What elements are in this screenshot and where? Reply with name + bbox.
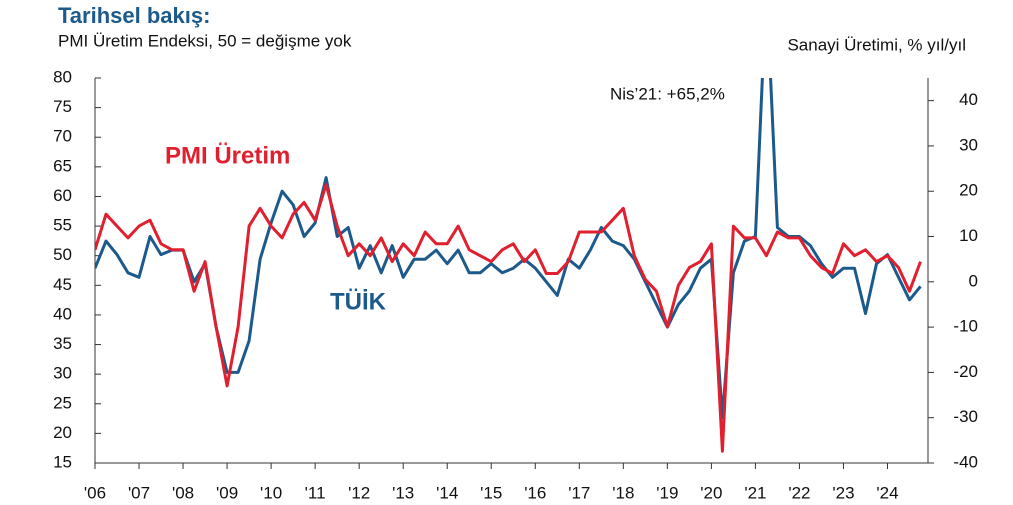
x-tick-label: '16 — [524, 483, 546, 502]
series-line — [95, 78, 922, 420]
x-tick-label: '14 — [436, 483, 458, 502]
y-tick-label: 15 — [53, 452, 72, 471]
chart-subtitle: PMI Üretim Endeksi, 50 = değişme yok — [58, 31, 352, 50]
x-tick-label: '24 — [876, 483, 898, 502]
series-line — [95, 183, 922, 453]
y-tick-label: 65 — [53, 156, 72, 175]
x-tick-label: '12 — [348, 483, 370, 502]
y2-tick-label: 10 — [959, 226, 978, 245]
x-tick-label: '11 — [305, 483, 326, 502]
y2-tick-label: 20 — [959, 181, 978, 200]
y-tick-label: 60 — [53, 186, 72, 205]
y2-tick-label: 0 — [969, 271, 978, 290]
x-tick-label: '18 — [612, 483, 634, 502]
x-tick-label: '06 — [84, 483, 106, 502]
x-tick-label: '20 — [700, 483, 722, 502]
y-tick-label: 40 — [53, 304, 72, 323]
x-tick-label: '23 — [832, 483, 854, 502]
x-tick-label: '17 — [568, 483, 590, 502]
y-tick-label: 75 — [53, 97, 72, 116]
y-tick-label: 55 — [53, 216, 72, 235]
chart-title: Tarihsel bakış: — [58, 3, 210, 28]
x-tick-label: '13 — [392, 483, 414, 502]
y-tick-label: 30 — [53, 364, 72, 383]
x-tick-label: '21 — [744, 483, 766, 502]
y2-tick-label: 30 — [959, 135, 978, 154]
y-tick-label: 45 — [53, 275, 72, 294]
y-tick-label: 80 — [53, 67, 72, 86]
y-tick-label: 20 — [53, 423, 72, 442]
y-tick-label: 70 — [53, 127, 72, 146]
legend-label: PMI Üretim — [165, 142, 290, 169]
y2-tick-label: -10 — [953, 317, 978, 336]
y2-axis-label: Sanayi Üretimi, % yıl/yıl — [787, 35, 966, 54]
x-tick-label: '10 — [260, 483, 282, 502]
y2-tick-label: -40 — [953, 452, 978, 471]
x-tick-label: '22 — [788, 483, 810, 502]
y-tick-label: 50 — [53, 245, 72, 264]
y-tick-label: 25 — [53, 393, 72, 412]
y2-tick-label: -20 — [953, 362, 978, 381]
x-tick-label: '19 — [656, 483, 678, 502]
annotation: Nis’21: +65,2% — [610, 84, 725, 103]
x-tick-label: '07 — [128, 483, 150, 502]
x-tick-label: '08 — [172, 483, 194, 502]
y2-tick-label: -30 — [953, 407, 978, 426]
legend-label: TÜİK — [330, 288, 387, 315]
x-tick-label: '15 — [480, 483, 502, 502]
x-tick-label: '09 — [216, 483, 238, 502]
y-tick-label: 35 — [53, 334, 72, 353]
y2-tick-label: 40 — [959, 90, 978, 109]
